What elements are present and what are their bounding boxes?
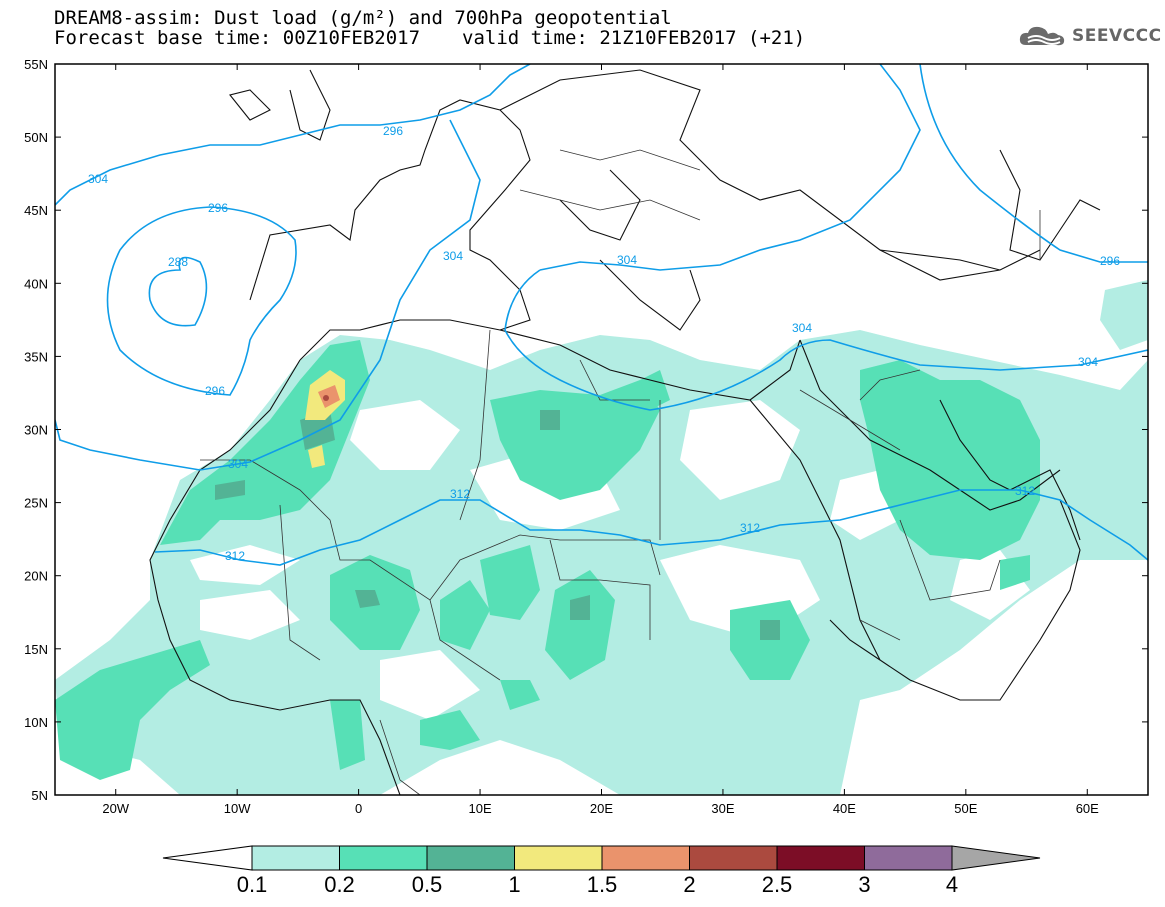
contour-label: 296 [383,124,403,138]
lat-tick-label: 10N [24,715,48,730]
contour-304-north [55,64,531,206]
contour-label: 304 [228,457,248,471]
dust-load-field [55,280,1148,795]
contour-label: 304 [792,321,812,335]
contour-label: 304 [1078,355,1098,369]
contour-labels: 288 296 296 296 296 304 304 304 304 304 … [88,124,1120,563]
colorbar-swatch [864,845,953,871]
colorbar-level-label: 3 [858,872,870,897]
dust-level-2 [323,395,329,401]
contour-label: 312 [740,521,760,535]
lon-tick-label: 10W [224,801,251,816]
forecast-base-time: Forecast base time: 00Z10FEB2017 [54,27,421,49]
map-subtitle: Forecast base time: 00Z10FEB2017 valid ti… [54,28,805,48]
contour-label: 312 [450,487,470,501]
lat-tick-label: 45N [24,203,48,218]
colorbar-swatch [776,845,865,871]
contour-288 [148,256,208,327]
geopotential-contours [55,64,1148,566]
country-borders [200,149,1041,795]
colorbar-level-label: 4 [946,872,958,897]
contour-label: 304 [443,249,463,263]
lat-tick-label: 40N [24,276,48,291]
colorbar-swatch [601,845,690,871]
lat-tick-label: 25N [24,496,48,511]
colorbar-level-label: 0.1 [237,872,268,897]
valid-time: valid time: 21Z10FEB2017 (+21) [462,27,806,49]
lat-tick-label: 50N [24,130,48,145]
colorbar-under-triangle [162,845,253,871]
colorbar-level-label: 2 [683,872,695,897]
contour-296-low [106,206,297,396]
lat-tick-label: 15N [24,642,48,657]
cloud-icon [1019,26,1065,46]
lat-tick-label: 55N [24,57,48,72]
colorbar-swatch [426,845,515,871]
contour-label: 296 [205,384,225,398]
contour-label: 312 [1015,484,1035,498]
lat-tick-label: 5N [31,788,48,803]
colorbar-swatch [514,845,603,871]
contour-label: 296 [208,201,228,215]
map-title: DREAM8-assim: Dust load (g/m²) and 700hP… [54,7,672,29]
lon-tick-label: 30E [711,801,734,816]
lon-tick-label: 20W [102,801,129,816]
coastlines [149,69,1101,795]
logo-text: SEEVCCC [1072,26,1162,46]
contour-label: 296 [1100,254,1120,268]
lon-tick-label: 50E [954,801,977,816]
contour-304-west [55,119,481,471]
dust-level-1-5 [318,385,340,408]
contour-312 [154,489,1148,566]
contour-label: 304 [88,172,108,186]
lon-tick-label: 20E [590,801,613,816]
colorbar: 0.1 0.2 0.5 1 1.5 2 2.5 3 4 [162,845,1041,897]
contour-296-east [919,64,1148,263]
contour-304-east [504,269,1148,411]
contour-304-central [539,64,921,271]
latitude-ticks: 55N 50N 45N 40N 35N 30N 25N 20N 15N 10N 5N [24,57,1148,803]
colorbar-level-label: 1 [508,872,520,897]
lon-tick-label: 60E [1076,801,1099,816]
lat-tick-label: 20N [24,569,48,584]
colorbar-swatch [251,845,340,871]
lon-tick-label: 40E [833,801,856,816]
lat-tick-label: 30N [24,423,48,438]
colorbar-level-label: 0.5 [412,872,443,897]
seevccc-logo: SEEVCCC [1018,23,1162,49]
contour-label: 304 [617,253,637,267]
colorbar-level-label: 0.2 [324,872,355,897]
lat-tick-label: 35N [24,349,48,364]
lon-tick-label: 0 [355,801,362,816]
colorbar-swatch [689,845,778,871]
colorbar-over-triangle [951,845,1041,871]
lon-tick-label: 10E [468,801,491,816]
contour-label: 288 [168,255,188,269]
colorbar-level-label: 2.5 [762,872,793,897]
longitude-ticks: 20W 10W 0 10E 20E 30E 40E 50E 60E [102,64,1099,816]
colorbar-level-label: 1.5 [587,872,618,897]
contour-label: 312 [225,549,245,563]
colorbar-swatch [339,845,428,871]
